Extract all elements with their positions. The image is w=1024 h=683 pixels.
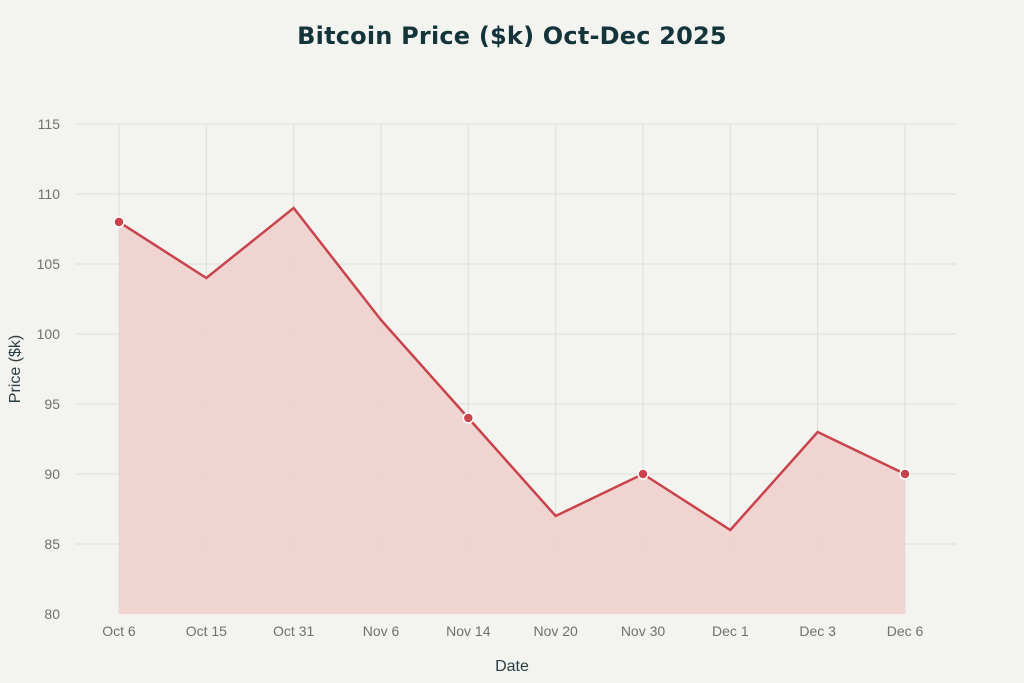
x-tick-label: Nov 20 bbox=[533, 623, 578, 639]
y-tick-label: 90 bbox=[44, 466, 60, 482]
y-tick-label: 95 bbox=[44, 396, 60, 412]
x-tick-label: Dec 3 bbox=[799, 623, 836, 639]
x-tick-label: Oct 15 bbox=[186, 623, 227, 639]
line-path bbox=[118, 206, 906, 532]
y-tick-label: 85 bbox=[44, 536, 60, 552]
data-point-marker bbox=[462, 412, 475, 424]
x-tick-label: Oct 6 bbox=[102, 623, 136, 639]
data-point-marker bbox=[899, 468, 911, 480]
y-tick-label: 105 bbox=[37, 256, 61, 272]
y-tick-label: 110 bbox=[38, 186, 61, 202]
data-point-marker bbox=[637, 468, 649, 480]
x-tick-label: Nov 30 bbox=[621, 623, 666, 639]
x-axis-title: Date bbox=[495, 658, 529, 675]
x-tick-label: Nov 6 bbox=[363, 623, 400, 639]
chart-title: Bitcoin Price ($k) Oct-Dec 2025 bbox=[297, 22, 727, 50]
y-axis-title: Price ($k) bbox=[7, 335, 24, 403]
area-fill bbox=[119, 208, 905, 614]
data-markers bbox=[113, 216, 911, 480]
y-axis-ticks: 80 85 90 95 100 105 110 115 bbox=[37, 116, 61, 622]
x-tick-label: Nov 14 bbox=[446, 623, 491, 639]
x-tick-label: Dec 6 bbox=[887, 623, 924, 639]
data-point-marker bbox=[113, 216, 125, 228]
x-axis-ticks: Oct 6 Oct 15 Oct 31 Nov 6 Nov 14 Nov 20 Nov 30… bbox=[102, 623, 923, 639]
x-tick-label: Dec 1 bbox=[712, 623, 749, 639]
x-tick-label: Oct 31 bbox=[273, 623, 314, 639]
price-line bbox=[118, 206, 906, 532]
y-tick-label: 100 bbox=[37, 326, 61, 342]
y-tick-label: 80 bbox=[44, 606, 60, 622]
y-tick-label: 115 bbox=[38, 116, 61, 132]
area-path bbox=[119, 208, 905, 614]
